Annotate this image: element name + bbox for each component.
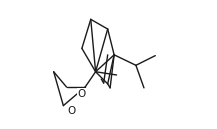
Text: O: O <box>67 106 76 116</box>
Text: O: O <box>78 89 86 99</box>
